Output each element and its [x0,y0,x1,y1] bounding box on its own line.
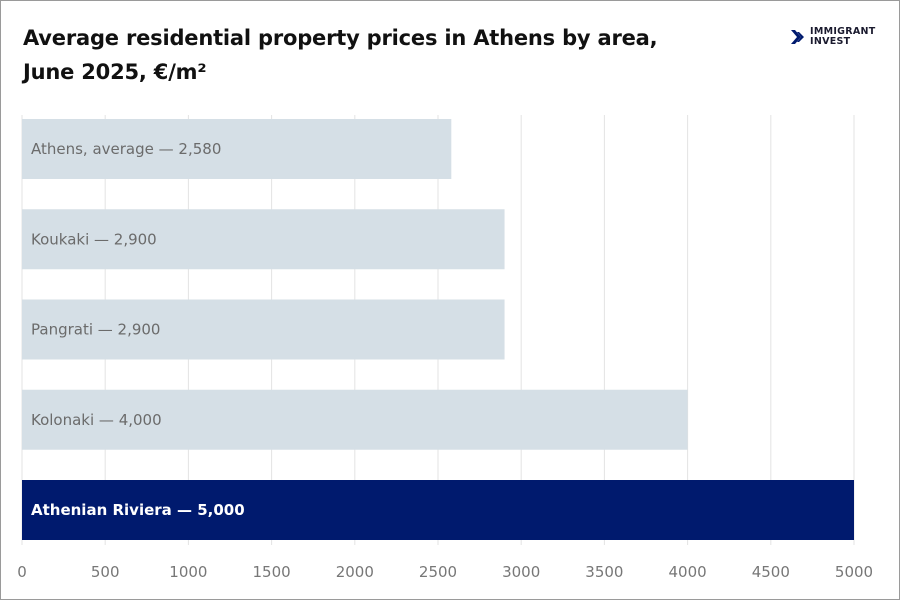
bar-kolonaki [22,389,688,450]
x-tick-label: 0 [17,563,27,581]
bar-label: Athens, average — 2,580 [31,140,221,158]
title-line-1: Average residential property prices in A… [23,26,658,50]
bar-athenian-riviera [22,480,854,540]
x-tick-label: 500 [91,563,120,581]
x-tick-label: 4500 [752,563,790,581]
bar-label: Koukaki — 2,900 [31,230,157,248]
x-tick-label: 2500 [419,563,457,581]
bar-label: Athenian Riviera — 5,000 [31,501,245,519]
bar-pangrati [22,299,505,360]
x-tick-label: 1500 [253,563,291,581]
title-line-2: June 2025, €/m² [23,60,207,84]
bar-label: Kolonaki — 4,000 [31,411,162,429]
x-tick-label: 3500 [585,563,623,581]
double-chevron-right-icon [791,30,804,44]
x-tick-label: 1000 [169,563,207,581]
x-tick-label: 2000 [336,563,374,581]
x-tick-label: 3000 [502,563,540,581]
chart-title: Average residential property prices in A… [23,21,658,89]
bar-athens-average [22,119,452,179]
logo-text: IMMIGRANT INVEST [810,26,876,47]
logo: IMMIGRANT INVEST [791,27,876,47]
bar-koukaki [22,209,505,270]
bar-label: Pangrati — 2,900 [31,321,160,339]
x-tick-label: 5000 [835,563,873,581]
x-tick-label: 4000 [669,563,707,581]
